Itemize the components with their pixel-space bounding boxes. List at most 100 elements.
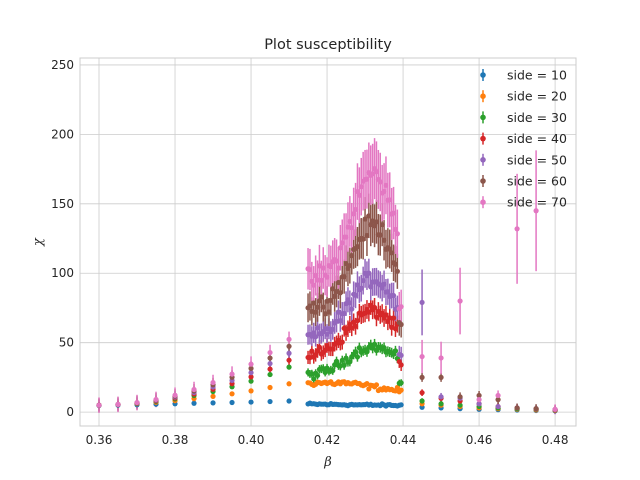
data-point <box>311 376 317 382</box>
data-point <box>552 406 558 412</box>
data-point <box>347 262 353 269</box>
data-point <box>354 354 361 360</box>
data-point <box>286 381 292 387</box>
data-point <box>333 358 340 364</box>
data-point <box>377 179 383 185</box>
legend-marker <box>480 114 486 121</box>
data-point <box>495 403 501 410</box>
data-point <box>286 398 292 404</box>
data-point <box>320 365 326 372</box>
data-point <box>390 210 397 216</box>
data-point <box>514 226 520 232</box>
data-point <box>360 236 366 242</box>
data-point <box>368 302 374 308</box>
data-point <box>248 378 254 384</box>
data-points <box>96 166 558 414</box>
data-point <box>533 208 539 214</box>
data-point <box>339 240 345 246</box>
data-point <box>390 315 397 321</box>
data-point <box>267 384 273 391</box>
data-point <box>210 400 216 406</box>
data-point <box>514 405 520 411</box>
data-point <box>314 277 321 283</box>
data-point <box>314 325 321 331</box>
data-point <box>356 345 362 351</box>
data-point <box>394 268 400 274</box>
plot-frame <box>79 57 577 427</box>
data-point <box>248 370 254 376</box>
data-point <box>324 331 330 337</box>
data-point <box>314 304 321 310</box>
legend-label: side = 50 <box>507 152 567 167</box>
data-point <box>352 292 359 298</box>
data-point <box>96 402 102 408</box>
data-point <box>330 346 336 352</box>
x-tick-labels: 0.36 0.38 0.40 0.42 0.44 0.46 0.48 <box>86 433 569 447</box>
data-point <box>419 353 425 360</box>
data-point <box>316 344 323 350</box>
data-point <box>398 362 404 368</box>
data-point <box>115 401 121 407</box>
data-point <box>398 387 404 393</box>
data-point <box>248 388 254 394</box>
data-point <box>438 374 444 380</box>
y-tick-label: 50 <box>59 336 74 350</box>
x-tick-label: 0.42 <box>314 433 341 447</box>
x-axis-label: β <box>323 455 332 470</box>
data-point <box>354 282 361 288</box>
data-point <box>392 348 399 354</box>
data-point <box>286 357 292 363</box>
data-point <box>320 304 326 310</box>
data-point <box>309 278 315 284</box>
data-point <box>360 277 366 284</box>
data-point <box>476 401 482 407</box>
y-tick-label: 150 <box>51 197 74 211</box>
data-point <box>210 379 216 386</box>
data-point <box>318 277 324 283</box>
data-point <box>398 304 404 310</box>
y-tick-label: 250 <box>51 58 74 72</box>
data-point <box>307 355 313 361</box>
data-point <box>371 304 378 311</box>
data-point <box>387 315 393 321</box>
data-point <box>390 292 397 299</box>
data-point <box>354 318 361 324</box>
data-point <box>366 213 372 219</box>
data-point <box>210 393 216 399</box>
data-point <box>457 298 463 304</box>
data-point <box>419 299 425 306</box>
data-point <box>362 216 368 222</box>
data-point <box>341 362 347 368</box>
data-point <box>229 371 235 377</box>
data-point <box>248 361 254 367</box>
data-point <box>248 399 254 405</box>
data-point <box>356 192 362 198</box>
data-point <box>309 371 315 377</box>
data-point <box>398 321 404 328</box>
data-point <box>379 285 385 291</box>
data-point <box>349 253 355 259</box>
data-point <box>322 326 328 332</box>
data-point <box>370 345 376 351</box>
data-point <box>371 341 378 347</box>
data-point <box>352 206 359 213</box>
data-point <box>326 309 332 315</box>
data-point <box>332 293 338 299</box>
data-point <box>476 392 482 399</box>
data-point <box>352 349 359 355</box>
y-tick-label: 100 <box>51 266 74 280</box>
data-point <box>347 300 353 306</box>
data-point <box>324 274 330 280</box>
data-point <box>343 355 349 361</box>
y-tick-labels: 0 50 100 150 200 250 <box>51 58 74 419</box>
data-point <box>341 310 347 317</box>
data-point <box>316 298 323 304</box>
data-point <box>267 360 273 367</box>
data-point <box>438 355 444 361</box>
x-tick-label: 0.36 <box>86 433 113 447</box>
data-point <box>438 401 444 407</box>
data-point <box>351 211 357 217</box>
data-point <box>330 286 336 292</box>
x-tick-label: 0.38 <box>162 433 189 447</box>
data-point <box>379 222 385 228</box>
